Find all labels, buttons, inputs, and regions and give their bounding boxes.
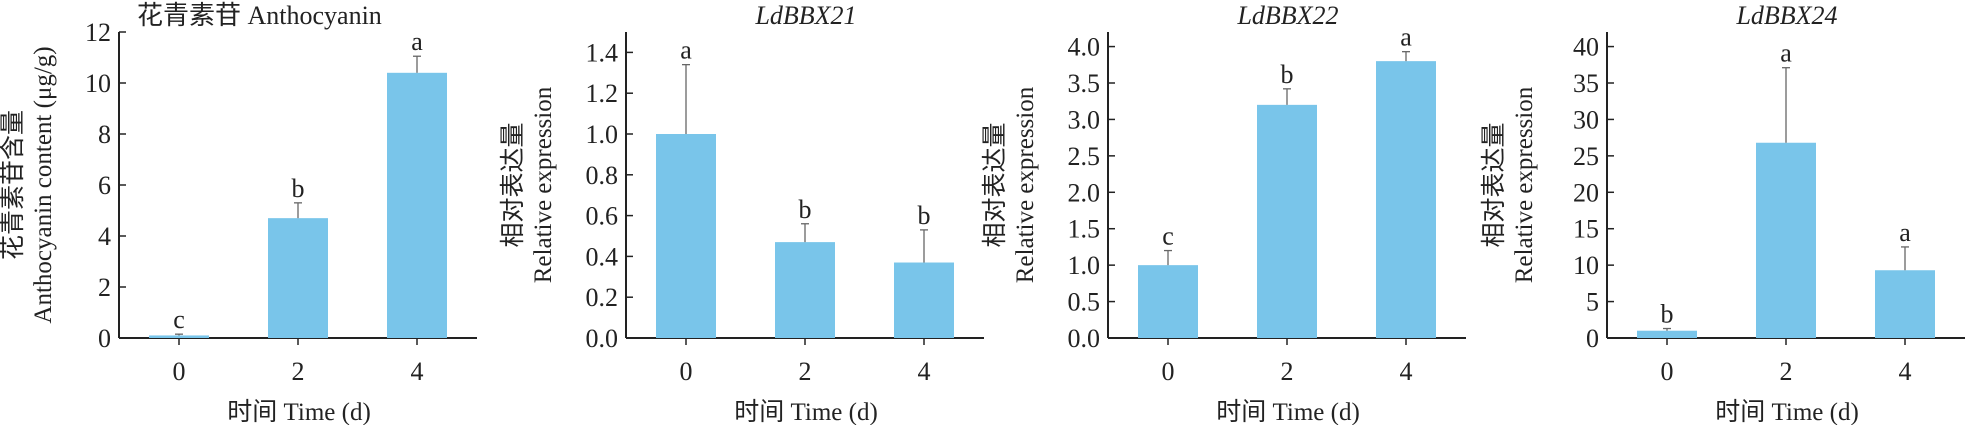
y-tick-label: 0.6	[586, 202, 619, 231]
panel-2: 0.0 0.2 0.4 0.6 0.8 1.0 1.2 1.4 a 0 b 2 b 4 LdBBX21 时间 …	[499, 1, 984, 425]
y-tick-label: 25	[1573, 142, 1599, 171]
y-tick-label: 0.0	[586, 324, 619, 353]
significance-letter: b	[292, 174, 305, 203]
y-tick-label: 15	[1573, 215, 1599, 244]
significance-letter: a	[1400, 23, 1412, 52]
x-tick-label: 4	[1400, 357, 1413, 386]
y-tick-label: 0.5	[1068, 288, 1101, 317]
panel-1: 0 2 4 6 8 10 12 c 0 b 2 a 4 花青素苷 Anthocyanin 时间 Time (…	[0, 1, 477, 425]
y-tick-label: 3.5	[1068, 69, 1101, 98]
y-tick-label: 0	[1586, 324, 1599, 353]
x-tick-label: 2	[1281, 357, 1294, 386]
bar	[149, 335, 209, 338]
bar	[1376, 61, 1436, 339]
y-tick-label: 2	[98, 273, 111, 302]
panel-3: 0.0 0.5 1.0 1.5 2.0 2.5 3.0 3.5 4.0 c 0 b 2 a 4 LdBBX22…	[981, 1, 1466, 425]
y-axis-label: 相对表达量	[981, 122, 1009, 247]
chart-title: LdBBX24	[1735, 1, 1837, 30]
bar	[1637, 330, 1697, 338]
bar	[387, 72, 447, 339]
y-tick-label: 3.0	[1068, 105, 1101, 134]
y-tick-label: 8	[98, 120, 111, 149]
x-tick-label: 0	[1162, 357, 1175, 386]
y-axis-label: 相对表达量	[1480, 122, 1508, 247]
x-axis-label: 时间 Time (d)	[734, 398, 878, 425]
y-axis-label: Anthocyanin content (μg/g)	[30, 46, 57, 323]
chart-title: LdBBX21	[754, 1, 856, 30]
x-axis-label: 时间 Time (d)	[1715, 398, 1859, 425]
y-tick-label: 4.0	[1068, 33, 1101, 62]
significance-letter: c	[1162, 222, 1174, 251]
y-axis-label: Relative expression	[1511, 86, 1538, 283]
y-tick-label: 10	[1573, 251, 1599, 280]
panel-4: 0 5 10 15 20 25 30 35 40 b 0 a 2 a 4 LdBBX24 时间 Time (d)…	[1480, 1, 1965, 425]
bar	[656, 134, 716, 338]
x-tick-label: 4	[1899, 357, 1912, 386]
x-tick-label: 2	[1780, 357, 1793, 386]
y-axis-label: 花青素苷含量	[0, 110, 27, 260]
y-tick-label: 1.5	[1068, 215, 1101, 244]
x-tick-label: 2	[292, 357, 305, 386]
x-axis-label: 时间 Time (d)	[227, 398, 371, 425]
y-tick-label: 1.2	[586, 79, 619, 108]
bar	[1138, 265, 1198, 338]
y-axis-label: 相对表达量	[499, 122, 527, 247]
y-tick-label: 2.5	[1068, 142, 1101, 171]
bar	[1756, 142, 1816, 338]
significance-letter: a	[411, 27, 423, 56]
x-axis-label: 时间 Time (d)	[1216, 398, 1360, 425]
bar	[268, 218, 328, 338]
significance-letter: b	[1661, 300, 1674, 329]
y-tick-label: 30	[1573, 105, 1599, 134]
significance-letter: b	[1281, 60, 1294, 89]
y-tick-label: 12	[85, 18, 111, 47]
significance-letter: a	[680, 36, 692, 65]
y-tick-label: 10	[85, 69, 111, 98]
bar	[1257, 104, 1317, 338]
y-tick-label: 40	[1573, 33, 1599, 62]
bar	[1875, 270, 1935, 338]
y-tick-label: 20	[1573, 178, 1599, 207]
y-tick-label: 0	[98, 324, 111, 353]
x-tick-label: 4	[918, 357, 931, 386]
chart-title: LdBBX22	[1236, 1, 1338, 30]
significance-letter: a	[1899, 218, 1911, 247]
y-tick-label: 0.0	[1068, 324, 1101, 353]
y-tick-label: 0.2	[586, 283, 619, 312]
x-tick-label: 0	[173, 357, 186, 386]
significance-letter: c	[173, 305, 185, 334]
x-tick-label: 4	[411, 357, 424, 386]
x-tick-label: 0	[680, 357, 693, 386]
chart-title: 花青素苷 Anthocyanin	[137, 1, 382, 30]
y-tick-label: 4	[98, 222, 111, 251]
y-tick-label: 1.0	[586, 120, 619, 149]
y-axis-label: Relative expression	[530, 86, 557, 283]
y-tick-label: 1.0	[1068, 251, 1101, 280]
y-tick-label: 5	[1586, 288, 1599, 317]
y-tick-label: 35	[1573, 69, 1599, 98]
significance-letter: a	[1780, 39, 1792, 68]
y-tick-label: 0.4	[586, 242, 619, 271]
y-tick-label: 6	[98, 171, 111, 200]
y-tick-label: 0.8	[586, 161, 619, 190]
bar	[894, 262, 954, 338]
bar	[775, 242, 835, 338]
y-axis-label: Relative expression	[1012, 86, 1039, 283]
x-tick-label: 0	[1661, 357, 1674, 386]
significance-letter: b	[799, 195, 812, 224]
y-tick-label: 2.0	[1068, 178, 1101, 207]
significance-letter: b	[918, 201, 931, 230]
y-tick-label: 1.4	[586, 38, 619, 67]
x-tick-label: 2	[799, 357, 812, 386]
